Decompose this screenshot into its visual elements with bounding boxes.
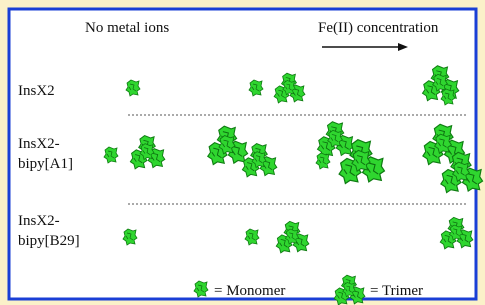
row-label: InsX2 <box>18 83 55 99</box>
row-label: InsX2- <box>18 136 60 152</box>
header-left: No metal ions <box>85 20 169 36</box>
figure: No metal ions Fe(II) concentration InsX2… <box>0 0 485 305</box>
legend-trimer: = Trimer <box>370 283 423 299</box>
row-label: InsX2- <box>18 213 60 229</box>
page: {"header": {"left": "No metal ions", "ri… <box>0 0 485 305</box>
row-label: bipy[B29] <box>18 233 80 249</box>
header-right: Fe(II) concentration <box>318 20 439 36</box>
legend-monomer: = Monomer <box>214 283 285 299</box>
row-label: bipy[A1] <box>18 156 73 172</box>
